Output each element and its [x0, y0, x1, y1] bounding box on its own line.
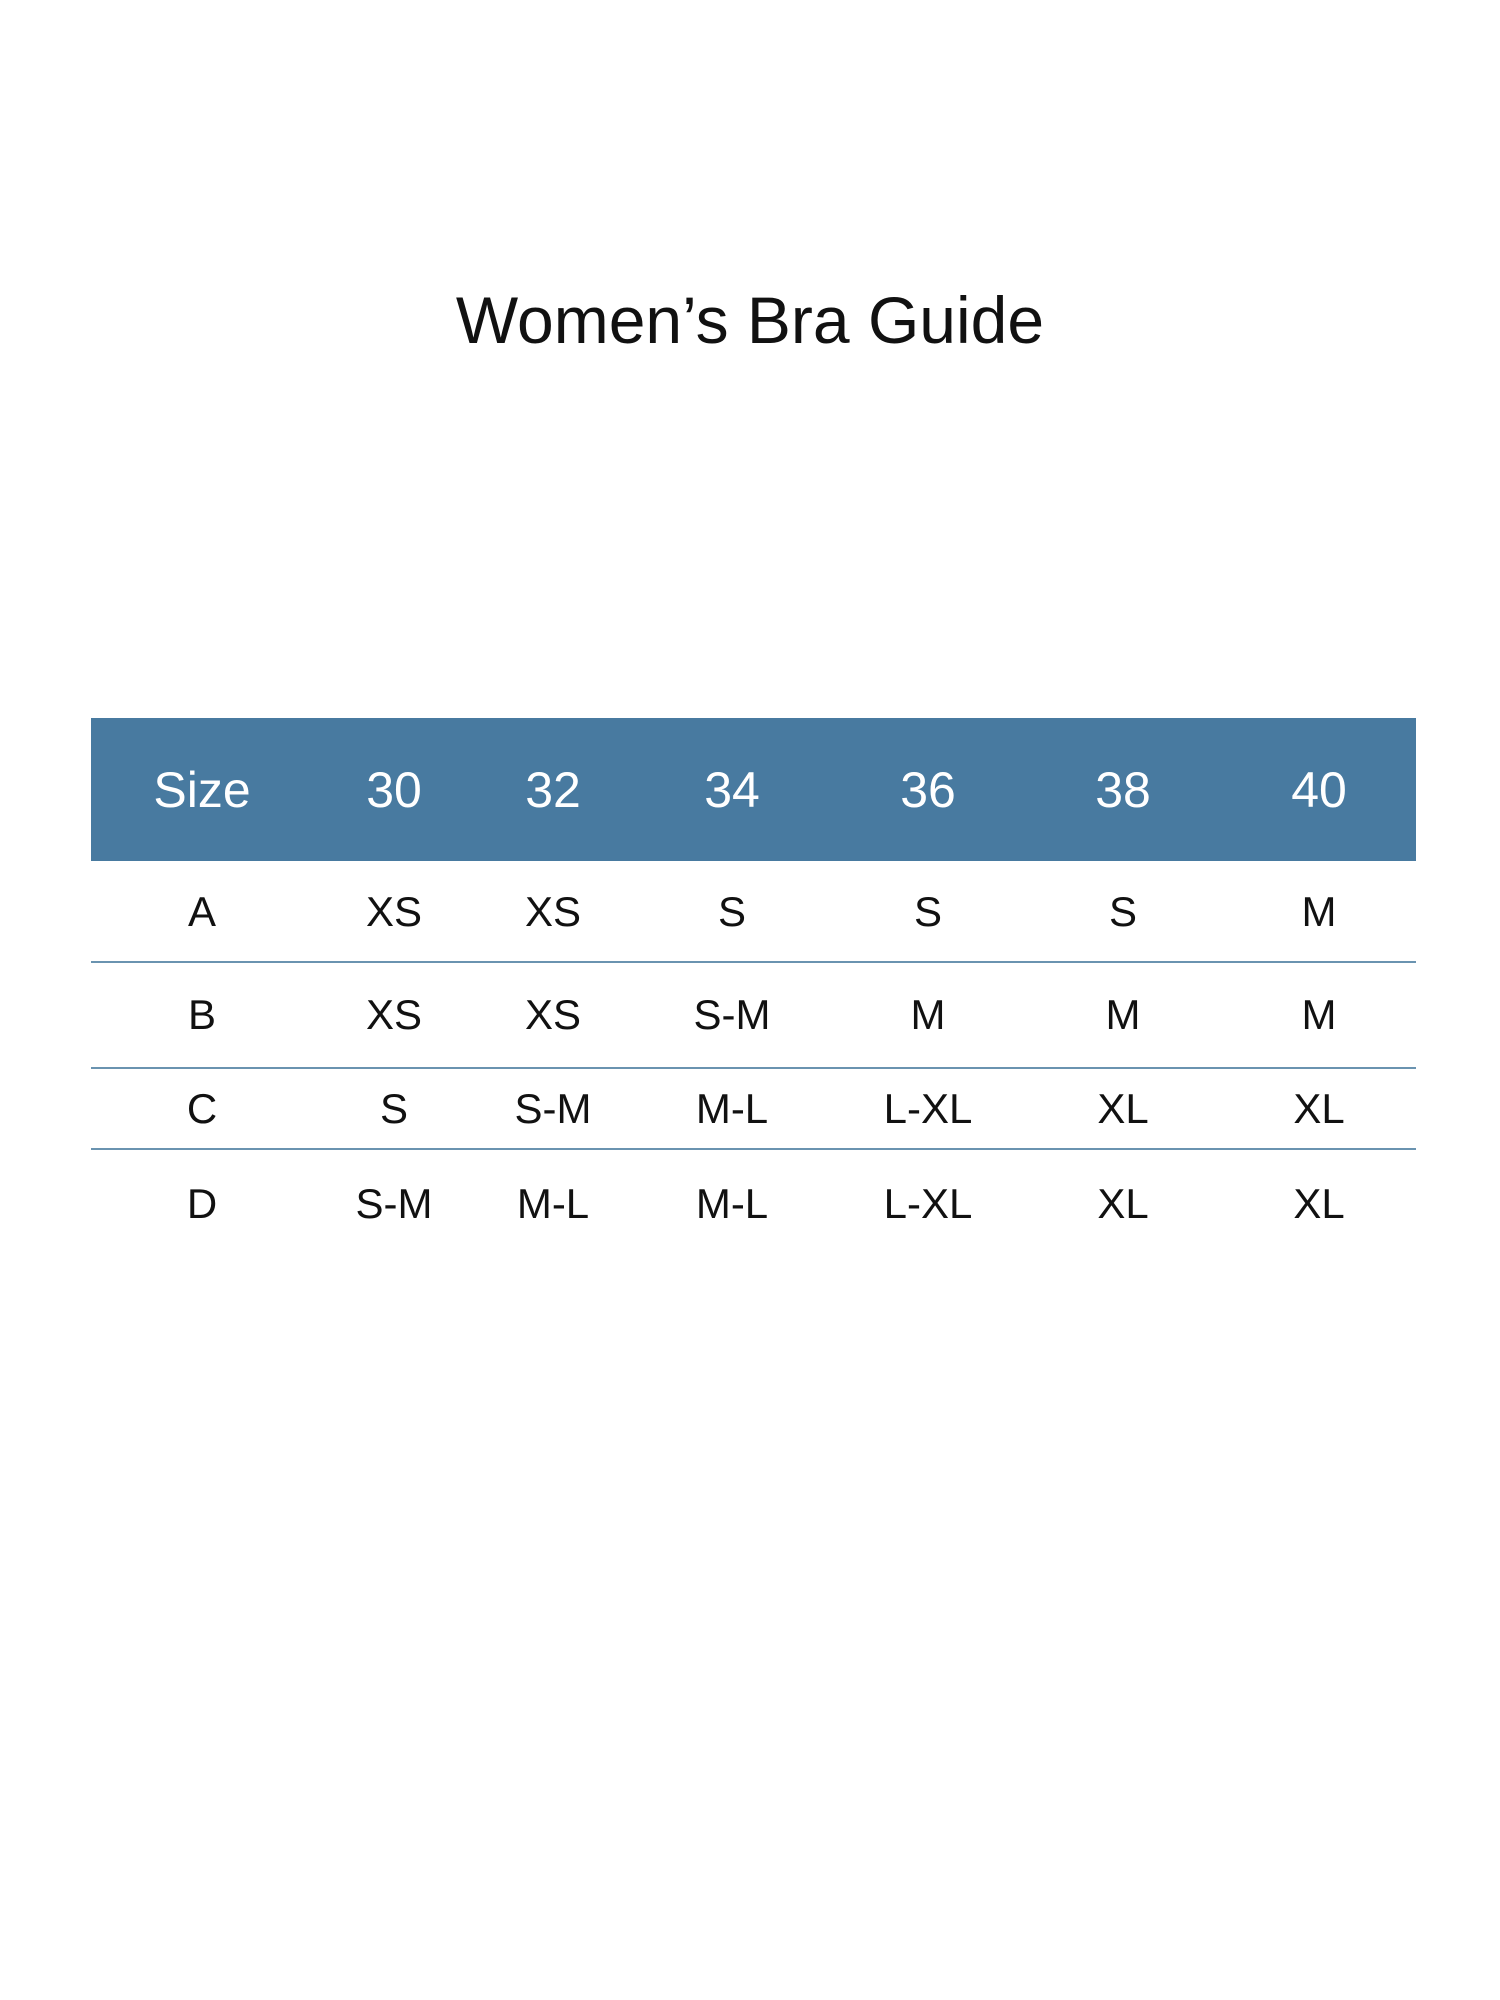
size-cell: S-M [514, 1084, 592, 1132]
size-cell: XS [524, 887, 582, 935]
row-divider [91, 1148, 1416, 1150]
cup-label: B [187, 991, 217, 1038]
size-cell: S-M [355, 1180, 433, 1227]
size-cell: M [1301, 887, 1337, 935]
size-cell: XS [365, 887, 423, 935]
cup-label: C [186, 1084, 218, 1132]
size-cell: S [717, 887, 747, 935]
size-cell: XL [1097, 1180, 1149, 1227]
cup-label: D [186, 1180, 218, 1227]
table-header: Size 30 32 34 36 38 40 [91, 718, 1416, 861]
size-cell: S [379, 1084, 409, 1132]
size-cell: XL [1293, 1084, 1345, 1132]
size-cell: M [910, 991, 946, 1038]
page-title: Women’s Bra Guide [455, 283, 1045, 357]
header-band-34: 34 [704, 761, 760, 818]
row-divider [91, 961, 1416, 963]
header-band-32: 32 [525, 761, 581, 818]
size-cell: M-L [695, 1180, 769, 1227]
header-size-label: Size [153, 761, 251, 818]
table-row: B XS XS S-M M M M [91, 962, 1416, 1068]
size-cell: XL [1293, 1180, 1345, 1227]
size-cell: M-L [516, 1180, 590, 1227]
row-divider [91, 1067, 1416, 1069]
size-cell: L-XL [883, 1180, 973, 1227]
header-band-30: 30 [366, 761, 422, 818]
table-row: D S-M M-L M-L L-XL XL XL [91, 1149, 1416, 1259]
size-cell: XS [524, 991, 582, 1038]
cup-label: A [187, 887, 217, 935]
size-cell: S [1108, 887, 1138, 935]
table-row: C S S-M M-L L-XL XL XL [91, 1068, 1416, 1149]
header-band-40: 40 [1291, 761, 1347, 818]
size-cell: S [913, 887, 943, 935]
size-cell: S-M [693, 991, 771, 1038]
size-cell: M [1105, 991, 1141, 1038]
header-band-36: 36 [900, 761, 956, 818]
size-cell: M-L [695, 1084, 769, 1132]
size-cell: M [1301, 991, 1337, 1038]
size-cell: XL [1097, 1084, 1149, 1132]
header-band-38: 38 [1095, 761, 1151, 818]
table-row: A XS XS S S S M [91, 861, 1416, 962]
size-cell: XS [365, 991, 423, 1038]
size-cell: L-XL [883, 1084, 973, 1132]
